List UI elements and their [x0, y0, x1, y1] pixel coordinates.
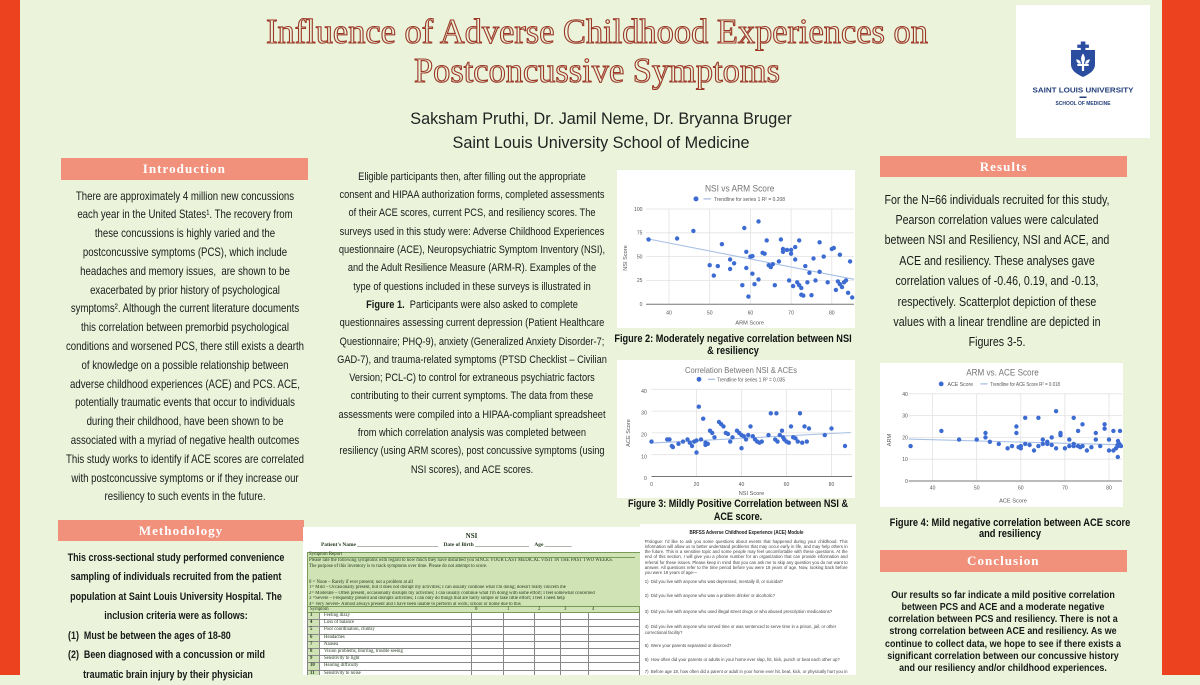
svg-text:Correlation Between NSI & ACEs: Correlation Between NSI & ACEs [685, 365, 798, 375]
svg-text:40: 40 [666, 311, 672, 317]
svg-text:Trendline for series 1 R² = 0.: Trendline for series 1 R² = 0.035 [717, 377, 785, 383]
svg-text:0: 0 [640, 302, 643, 308]
svg-text:Trendline for series 1 R² = 0.: Trendline for series 1 R² = 0.208 [714, 197, 785, 203]
svg-text:60: 60 [1018, 485, 1024, 491]
svg-text:70: 70 [1062, 485, 1068, 491]
svg-text:ARM Score: ARM Score [735, 321, 764, 327]
svg-text:40: 40 [902, 392, 908, 398]
svg-text:80: 80 [829, 311, 835, 317]
svg-text:0: 0 [650, 482, 653, 488]
svg-text:80: 80 [829, 482, 835, 488]
svg-text:30: 30 [902, 414, 908, 420]
svg-text:10: 10 [902, 457, 908, 463]
svg-text:10: 10 [641, 454, 647, 460]
svg-text:NSI vs ARM Score: NSI vs ARM Score [705, 184, 775, 194]
svg-text:20: 20 [641, 433, 647, 439]
svg-text:20: 20 [902, 435, 908, 441]
svg-text:50: 50 [637, 254, 643, 260]
svg-text:100: 100 [634, 207, 643, 213]
svg-text:60: 60 [784, 482, 790, 488]
svg-text:ACE Score: ACE Score [626, 419, 632, 447]
svg-text:ARM: ARM [887, 433, 893, 446]
svg-text:80: 80 [1106, 485, 1112, 491]
svg-text:20: 20 [694, 482, 700, 488]
svg-text:0: 0 [905, 479, 908, 485]
svg-text:70: 70 [788, 311, 794, 317]
svg-text:Trendline for ACE Score R² = 0: Trendline for ACE Score R² = 0.018 [990, 382, 1060, 388]
svg-text:40: 40 [739, 482, 745, 488]
svg-text:50: 50 [974, 485, 980, 491]
svg-text:0: 0 [644, 476, 647, 482]
svg-text:30: 30 [641, 411, 647, 417]
svg-text:ACE Score: ACE Score [999, 499, 1027, 505]
svg-text:50: 50 [707, 311, 713, 317]
svg-text:NSI Score: NSI Score [739, 491, 765, 497]
svg-text:60: 60 [748, 311, 754, 317]
svg-text:NSI Score: NSI Score [623, 245, 629, 271]
svg-text:40: 40 [641, 389, 647, 395]
svg-text:75: 75 [637, 231, 643, 237]
svg-text:40: 40 [930, 485, 936, 491]
svg-text:ACE Score: ACE Score [948, 382, 974, 388]
svg-text:25: 25 [637, 278, 643, 284]
svg-text:ARM vs. ACE Score: ARM vs. ACE Score [966, 368, 1039, 378]
svg-text:SAINT LOUIS UNIVERSITY: SAINT LOUIS UNIVERSITY [1033, 86, 1134, 95]
svg-text:SCHOOL OF MEDICINE: SCHOOL OF MEDICINE [1056, 101, 1112, 107]
